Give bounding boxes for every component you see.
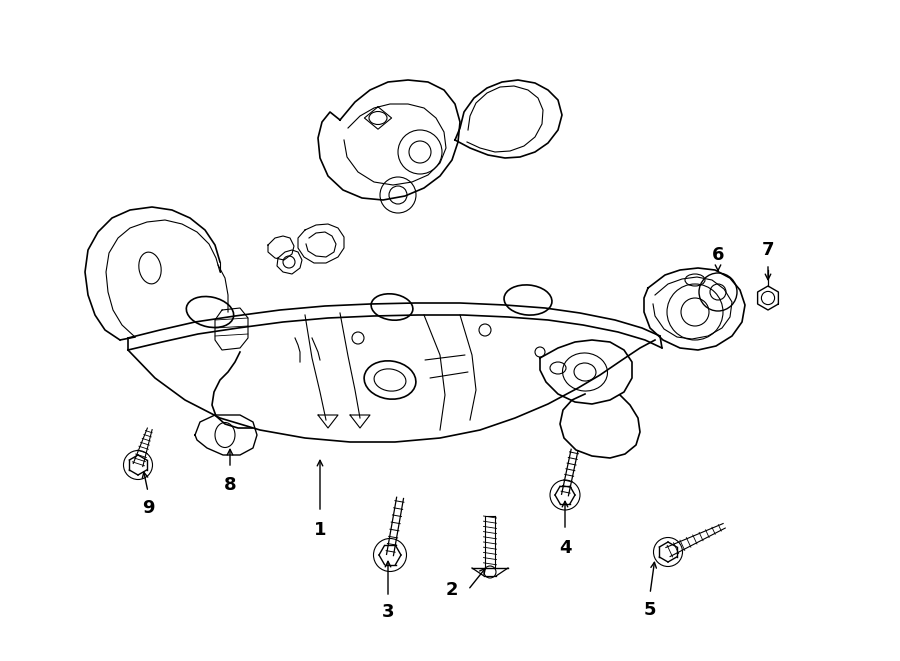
Text: 2: 2 (446, 581, 458, 599)
Text: 9: 9 (142, 499, 154, 517)
Text: 1: 1 (314, 521, 326, 539)
Text: 3: 3 (382, 603, 394, 621)
Text: 4: 4 (559, 539, 572, 557)
Text: 6: 6 (712, 246, 724, 264)
Text: 5: 5 (644, 601, 656, 619)
Text: 8: 8 (224, 476, 237, 494)
Text: 7: 7 (761, 241, 774, 259)
